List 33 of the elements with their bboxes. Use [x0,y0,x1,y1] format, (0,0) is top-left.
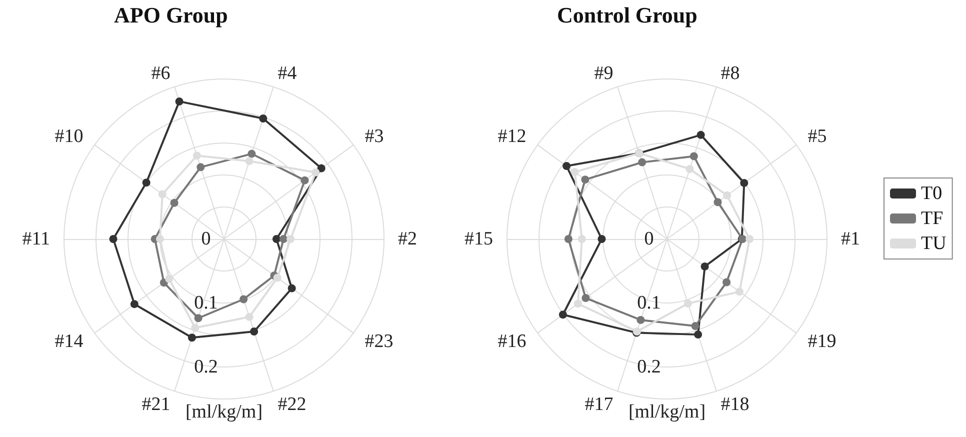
y-tick-label: 0 [201,228,211,250]
spoke-label: #10 [54,126,84,148]
text: [ml/kg/m] [628,402,706,422]
text: [ml/kg/m] [185,402,263,422]
spoke-label: #17 [584,394,614,415]
y-tick-label: 0.2 [637,356,661,378]
spoke-label: #14 [54,330,84,352]
y-tick-label: 0.1 [194,292,218,314]
spoke-label: #23 [364,330,394,352]
spoke-label: #6 [151,63,170,84]
spoke-label: #22 [278,394,306,415]
spoke-label: #8 [720,63,740,84]
chart-title: Control Group [557,2,698,28]
spoke-label: #15 [464,228,493,250]
spoke-label: #4 [278,63,298,84]
y-tick-label: 0 [644,228,654,250]
spoke-label: #3 [364,126,384,148]
legend-label: TU [921,233,947,254]
legend-label: TF [921,208,944,229]
y-tick-label: 0.1 [637,292,661,314]
legend-label: T0 [921,183,942,204]
spoke-label: #12 [498,126,526,148]
spoke-label: #2 [398,228,417,250]
spoke-label: #11 [22,228,50,250]
spoke-label: #9 [594,63,614,84]
chart-title: APO Group [114,2,228,28]
spoke-label: #5 [808,126,827,148]
spoke-label: #1 [841,228,860,250]
spoke-label: #21 [142,394,170,415]
spoke-label: #18 [720,394,750,415]
y-tick-label: 0.2 [194,356,218,378]
spoke-label: #19 [808,330,836,352]
spoke-label: #16 [498,330,526,352]
